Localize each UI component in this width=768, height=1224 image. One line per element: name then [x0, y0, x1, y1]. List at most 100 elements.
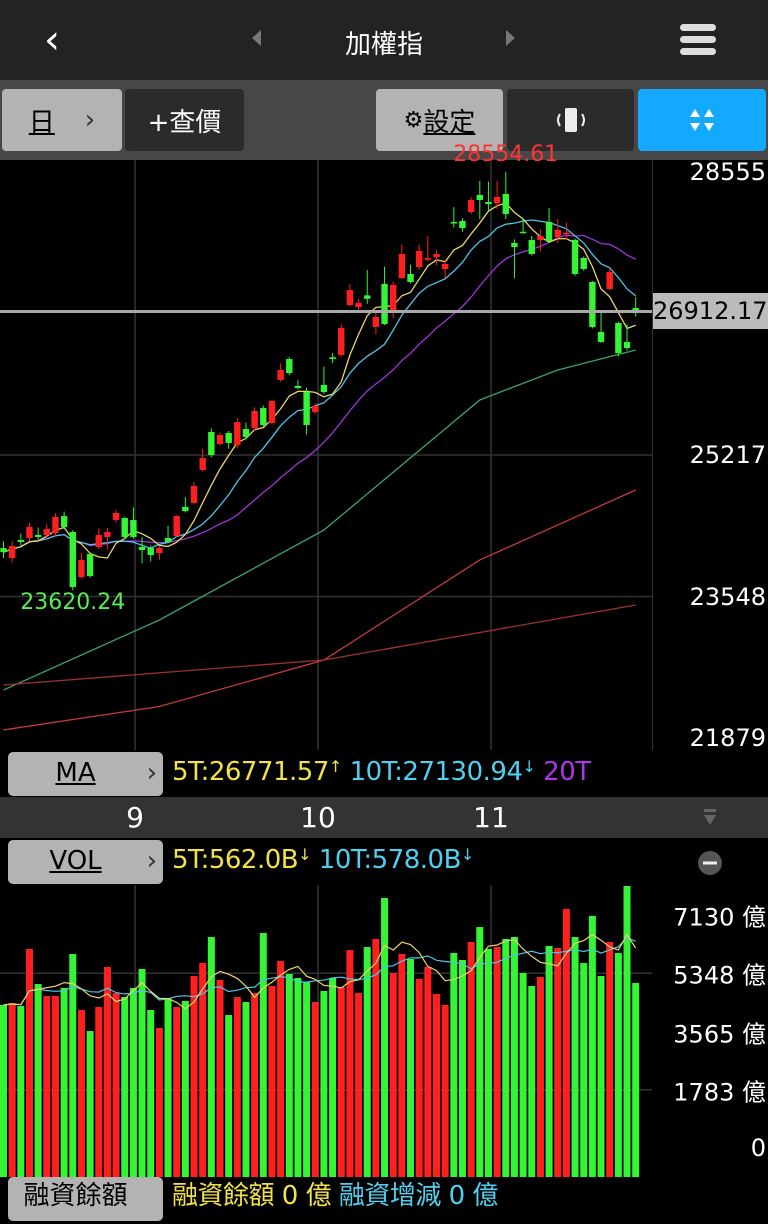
candle — [234, 422, 241, 445]
volume-bar — [381, 898, 389, 1177]
candle — [476, 194, 483, 200]
rotate-device-icon — [556, 108, 585, 132]
candle — [615, 322, 622, 354]
double-chevron-down-icon[interactable] — [700, 807, 720, 829]
header: ‹ 加權指 — [0, 0, 768, 80]
minus-circle-icon[interactable] — [697, 850, 723, 876]
margin-label: 融資餘額 — [23, 1181, 128, 1211]
volume-bar — [554, 948, 562, 1177]
candle — [398, 253, 406, 278]
candle — [251, 410, 258, 428]
vol-ma5-line — [3, 933, 637, 1010]
volume-bar — [502, 938, 510, 1177]
candle — [502, 193, 509, 214]
candle — [260, 408, 267, 425]
candle — [485, 202, 492, 205]
candle — [554, 229, 561, 238]
rotate-button[interactable] — [507, 89, 634, 151]
candlestick-chart[interactable] — [0, 160, 652, 750]
candle — [52, 516, 59, 533]
vol-ma10-value: 10T:578.0B — [318, 845, 462, 875]
settings-button[interactable]: ⚙ 設定 — [376, 89, 503, 151]
volume-bar — [8, 1003, 16, 1177]
volume-bar — [415, 978, 423, 1177]
volume-bar — [147, 1009, 155, 1177]
candle — [441, 263, 449, 269]
ma10-line — [3, 219, 637, 553]
current-price-line — [0, 309, 652, 313]
volume-bar — [329, 978, 337, 1177]
candle — [277, 369, 284, 380]
volume-bar — [112, 993, 120, 1177]
arrow-down-icon: ↓ — [522, 757, 536, 776]
candle — [173, 516, 180, 536]
candle — [450, 222, 458, 224]
margin-values: 融資餘額 0 億 融資增減 0 億 — [172, 1175, 498, 1212]
candle — [597, 331, 605, 342]
high-price-label: 28554.61 — [453, 142, 559, 168]
volume-bar — [34, 984, 42, 1177]
candle — [623, 341, 631, 349]
hamburger-icon[interactable] — [680, 24, 716, 60]
candle — [138, 546, 146, 551]
candle — [34, 535, 42, 537]
volume-bar — [519, 973, 527, 1177]
volume-bar — [536, 976, 544, 1177]
candle — [208, 432, 215, 455]
vol-ma5-value: 5T:562.0B — [172, 845, 299, 875]
volume-chart[interactable] — [0, 885, 652, 1177]
candle — [355, 302, 362, 307]
margin-button[interactable]: 融資餘額 — [8, 1177, 163, 1221]
exit-fullscreen-button[interactable] — [638, 89, 766, 151]
candle — [225, 432, 232, 443]
quote-button[interactable]: +查價 — [125, 89, 244, 151]
vol-row: VOL › 5T:562.0B↓ 10T:578.0B↓ — [0, 838, 768, 885]
margin-balance: 融資餘額 0 億 — [172, 1181, 332, 1211]
candle — [95, 535, 102, 547]
arrow-up-icon: ↑ — [328, 757, 342, 776]
volume-bar — [528, 986, 536, 1177]
candle — [467, 199, 475, 213]
ma-values: 5T:26771.57↑ 10T:27130.94↓ 20T — [172, 757, 591, 787]
volume-bar — [173, 1006, 181, 1177]
vol-values: 5T:562.0B↓ 10T:578.0B↓ — [172, 845, 474, 875]
volume-bar — [0, 1004, 7, 1177]
triangle-right-icon[interactable] — [506, 30, 515, 46]
ma5-value: 5T:26771.57 — [172, 757, 329, 787]
chevron-right-icon: › — [84, 105, 96, 135]
candle — [390, 285, 397, 313]
triangle-left-icon[interactable] — [252, 30, 261, 46]
vol-button[interactable]: VOL › — [8, 840, 163, 884]
ma20-line — [3, 234, 636, 553]
volume-bar — [424, 966, 432, 1177]
candle — [519, 231, 527, 234]
volume-bar — [277, 961, 285, 1177]
chevron-right-icon: › — [146, 846, 157, 876]
candle — [589, 281, 596, 327]
volume-bar — [562, 908, 570, 1177]
volume-bar — [346, 949, 354, 1177]
candle — [69, 531, 76, 588]
volume-bar — [450, 953, 458, 1177]
candle — [545, 222, 553, 242]
chevron-left-icon[interactable]: ‹ — [44, 17, 60, 63]
candle — [329, 357, 336, 359]
candle — [580, 257, 587, 269]
volume-bar — [303, 981, 311, 1177]
volume-bar — [77, 1009, 85, 1177]
candle — [537, 236, 544, 240]
period-button[interactable]: 日 › — [2, 89, 122, 151]
candle — [364, 295, 371, 299]
candle — [199, 457, 206, 471]
candle — [182, 506, 189, 512]
volume-bar — [285, 973, 293, 1177]
volume-bar — [95, 1006, 103, 1177]
candle — [17, 540, 25, 542]
volume-axis: 7130 億 5348 億 3565 億 1783 億 0 — [652, 885, 768, 1177]
candle — [372, 316, 380, 327]
ma-button[interactable]: MA › — [8, 752, 163, 796]
vol-ma10-line — [3, 936, 636, 1006]
volume-bar — [493, 946, 501, 1177]
candle — [26, 526, 33, 539]
ma10-value: 10T:27130.94 — [349, 757, 523, 787]
